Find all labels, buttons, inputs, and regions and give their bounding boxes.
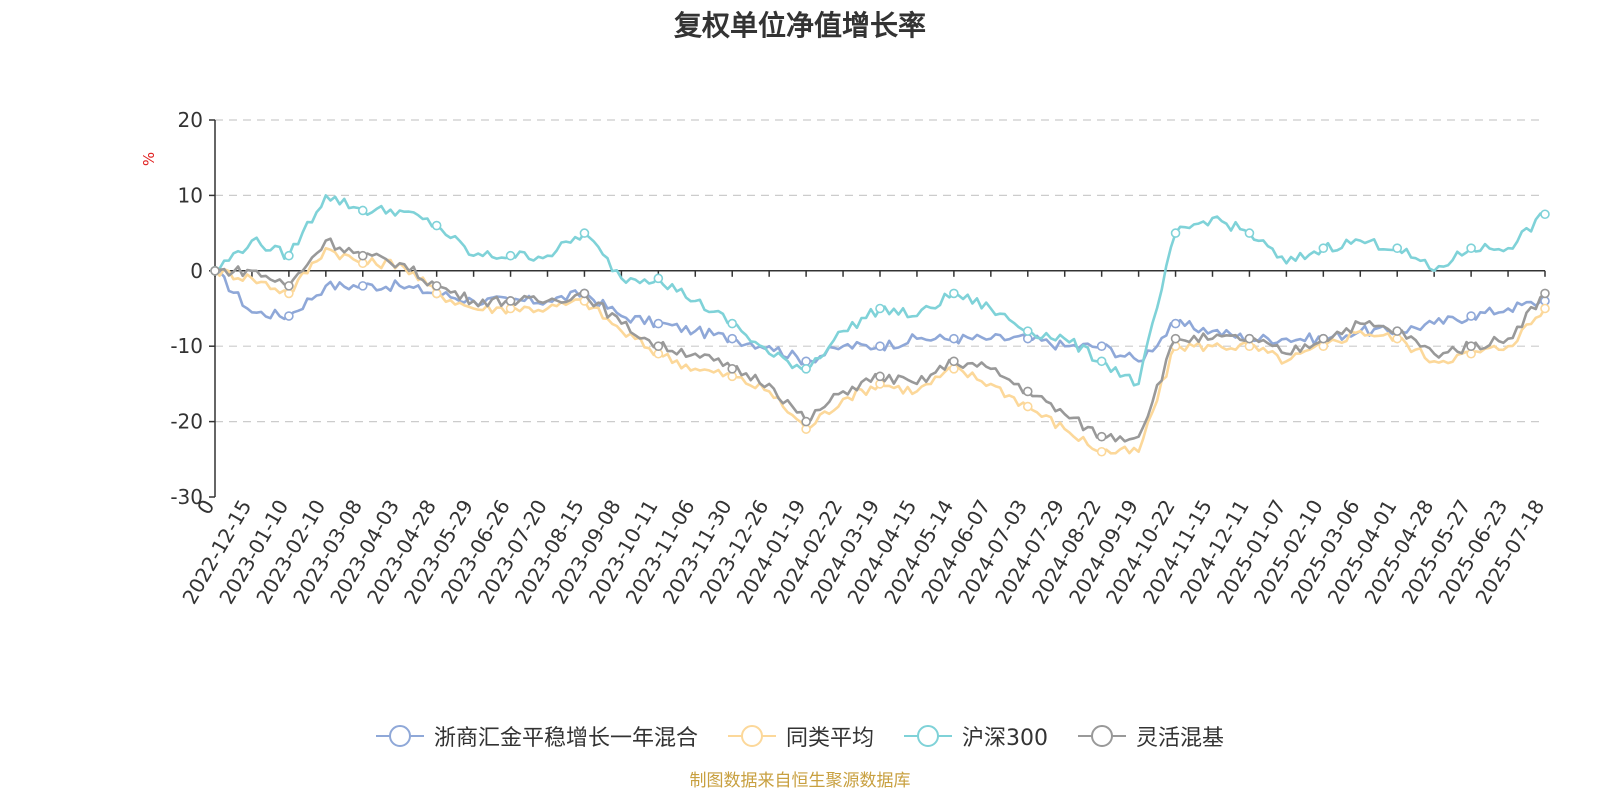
series-point bbox=[1540, 303, 1550, 314]
legend-item[interactable]: 同类平均 bbox=[727, 720, 874, 752]
y-tick-label: -20 bbox=[170, 410, 203, 434]
series-point bbox=[653, 341, 664, 352]
series-point bbox=[949, 288, 959, 299]
series-point bbox=[1392, 326, 1403, 336]
legend-label: 沪深300 bbox=[962, 726, 1048, 751]
series-point bbox=[875, 371, 885, 382]
y-tick-labels: 20 10 0 -10 -20 -30 bbox=[170, 108, 203, 509]
series-point bbox=[1466, 341, 1476, 352]
series-point bbox=[727, 318, 738, 329]
series-point bbox=[505, 250, 516, 261]
axes bbox=[209, 119, 1546, 498]
series-point bbox=[875, 341, 885, 352]
y-tick-label: -10 bbox=[170, 334, 203, 358]
series-point bbox=[210, 265, 220, 276]
series-point bbox=[284, 281, 294, 291]
series-point bbox=[431, 220, 442, 231]
y-tick-label: 20 bbox=[178, 108, 203, 132]
series-point bbox=[1244, 228, 1255, 238]
legend-item[interactable]: 浙商汇金平稳增长一年混合 bbox=[375, 720, 698, 752]
series-point bbox=[653, 318, 664, 329]
line-chart: 20 10 0 -10 -20 -30 02022-12-152023-01-102023… bbox=[170, 108, 1550, 608]
series-point bbox=[1022, 386, 1033, 397]
legend-label: 灵活混基 bbox=[1136, 726, 1225, 751]
series-point bbox=[801, 416, 811, 427]
series-point bbox=[727, 364, 738, 374]
legend-item[interactable]: 沪深300 bbox=[904, 720, 1048, 752]
series-point bbox=[1466, 243, 1476, 253]
series-point bbox=[357, 281, 368, 291]
x-tick-labels: 02022-12-152023-01-102023-02-102023-03-0… bbox=[177, 495, 1549, 608]
data-source-note: 制图数据来自恒生聚源数据库 bbox=[689, 771, 911, 791]
series-point bbox=[1096, 356, 1107, 367]
series-point bbox=[1318, 243, 1329, 253]
series-point bbox=[875, 303, 885, 314]
series-point bbox=[505, 296, 516, 306]
series-point bbox=[949, 333, 959, 344]
legend-swatch-icon bbox=[727, 725, 776, 747]
series-point bbox=[284, 311, 294, 321]
series-point bbox=[949, 356, 959, 367]
series-point bbox=[579, 288, 590, 299]
series-point bbox=[431, 281, 442, 291]
legend-item[interactable]: 灵活混基 bbox=[1078, 720, 1224, 752]
series-point bbox=[357, 250, 368, 261]
series-point bbox=[579, 228, 590, 238]
y-tick-label: -30 bbox=[170, 485, 203, 509]
series-point bbox=[1170, 228, 1181, 238]
series-point bbox=[1096, 341, 1107, 352]
y-tick-label: 0 bbox=[190, 259, 203, 283]
legend-label: 浙商汇金平稳增长一年混合 bbox=[433, 726, 698, 751]
series-point bbox=[1022, 326, 1033, 336]
series-point bbox=[653, 273, 664, 284]
series-point bbox=[357, 205, 368, 216]
series-lines bbox=[210, 194, 1550, 457]
legend-label: 同类平均 bbox=[785, 726, 874, 751]
series-point bbox=[284, 250, 294, 261]
series-point bbox=[1392, 243, 1403, 253]
series-point bbox=[1244, 333, 1255, 344]
series-point bbox=[1170, 318, 1181, 329]
series-point bbox=[1096, 431, 1107, 442]
series-point bbox=[1096, 446, 1107, 457]
series-line bbox=[214, 194, 1546, 387]
legend: 浙商汇金平稳增长一年混合 同类平均 沪深300 灵活混基 bbox=[0, 720, 1600, 752]
chart-title: 复权单位净值增长率 bbox=[673, 9, 926, 42]
y-tick-label: 10 bbox=[178, 183, 203, 207]
series-point bbox=[1540, 288, 1550, 299]
x-tick-label: 0 bbox=[192, 496, 219, 519]
series-point bbox=[1466, 311, 1476, 321]
series-point bbox=[727, 333, 738, 344]
series-point bbox=[1022, 401, 1033, 412]
series-point bbox=[1318, 333, 1329, 344]
series-point bbox=[1540, 209, 1550, 220]
legend-swatch-icon bbox=[375, 725, 424, 747]
series-point bbox=[1170, 333, 1181, 344]
series-point bbox=[801, 364, 811, 374]
legend-swatch-icon bbox=[1078, 725, 1126, 747]
legend-swatch-icon bbox=[904, 725, 952, 747]
